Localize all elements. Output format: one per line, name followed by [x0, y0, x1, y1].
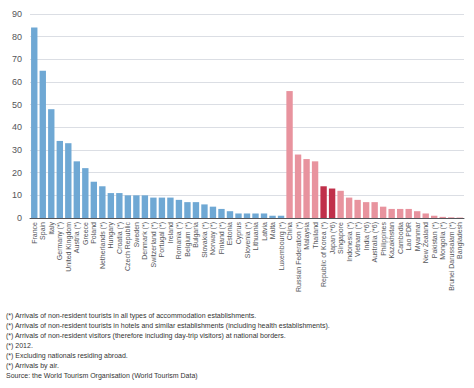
svg-text:Russian Federation (*): Russian Federation (*) — [295, 222, 303, 292]
svg-text:Hungary: Hungary — [107, 222, 115, 249]
svg-text:Philippines: Philippines — [380, 222, 388, 256]
svg-text:(*) Excluding nationals residi: (*) Excluding nationals residing abroad. — [6, 352, 128, 360]
svg-text:(*) Arrivals by air.: (*) Arrivals by air. — [6, 362, 59, 370]
svg-text:40: 40 — [12, 122, 22, 132]
svg-text:Cyprus: Cyprus — [235, 222, 243, 245]
svg-text:80: 80 — [12, 32, 22, 42]
svg-text:Malta: Malta — [269, 222, 276, 239]
svg-text:Malaysia: Malaysia — [303, 222, 311, 250]
svg-text:Latvia: Latvia — [261, 222, 268, 241]
svg-text:0: 0 — [17, 213, 22, 223]
svg-text:70: 70 — [12, 54, 22, 64]
svg-text:Switzerland (*): Switzerland (*) — [150, 222, 158, 268]
svg-text:Brunei Darussalam (*): Brunei Darussalam (*) — [448, 222, 456, 291]
svg-text:90: 90 — [12, 9, 22, 19]
svg-text:50: 50 — [12, 100, 22, 110]
svg-text:Austria (*): Austria (*) — [73, 222, 81, 253]
svg-text:New Zealand: New Zealand — [422, 222, 429, 263]
svg-text:Indonesia (*): Indonesia (*) — [346, 222, 354, 262]
svg-text:Source: the World Tourism Orga: Source: the World Tourism Organisation (… — [6, 372, 198, 380]
svg-text:Slovenia (*): Slovenia (*) — [244, 222, 252, 258]
svg-text:Netherlands (*): Netherlands (*) — [99, 222, 107, 269]
svg-text:Vietnam (*): Vietnam (*) — [354, 222, 362, 257]
svg-text:United Kingdom: United Kingdom — [65, 222, 73, 272]
svg-text:(*) Arrivals of non-resident v: (*) Arrivals of non-resident visitors (t… — [6, 332, 286, 340]
svg-text:Portugal (*): Portugal (*) — [158, 222, 166, 257]
svg-text:60: 60 — [12, 77, 22, 87]
svg-text:Estonia: Estonia — [226, 222, 233, 245]
svg-text:Mongolia (*): Mongolia (*) — [439, 222, 447, 260]
svg-text:Japan (*6): Japan (*6) — [329, 222, 337, 254]
svg-text:30: 30 — [12, 145, 22, 155]
svg-text:(*) Arrivals of non-resident t: (*) Arrivals of non-resident tourists in… — [6, 322, 330, 330]
svg-text:Republic of Korea (*): Republic of Korea (*) — [320, 222, 328, 287]
svg-text:10: 10 — [12, 190, 22, 200]
svg-text:Bangladesh: Bangladesh — [456, 222, 464, 259]
svg-text:Romania (*): Romania (*) — [175, 222, 183, 259]
svg-text:Slovakia (*): Slovakia (*) — [201, 222, 209, 258]
svg-text:Lao PDR: Lao PDR — [405, 222, 412, 250]
svg-text:Thailand: Thailand — [312, 222, 319, 249]
svg-text:Denmark (*): Denmark (*) — [141, 222, 149, 260]
svg-text:Greece: Greece — [82, 222, 89, 245]
svg-text:China: China — [286, 222, 293, 240]
svg-text:Luxembourg (*): Luxembourg (*) — [278, 222, 286, 270]
svg-text:Italy: Italy — [48, 222, 56, 235]
svg-text:Czech Republic: Czech Republic — [124, 222, 132, 272]
svg-text:Kazakhstan: Kazakhstan — [388, 222, 395, 259]
svg-text:Spain: Spain — [39, 222, 47, 240]
svg-text:Cambodia: Cambodia — [397, 222, 404, 254]
svg-text:Pakistan (*): Pakistan (*) — [431, 222, 439, 258]
svg-text:Bulgaria: Bulgaria — [192, 222, 200, 248]
svg-text:Ireland: Ireland — [167, 222, 174, 244]
svg-text:Myanmar: Myanmar — [414, 221, 422, 251]
svg-text:India (*6): India (*6) — [363, 222, 371, 250]
svg-text:Finland (*): Finland (*) — [218, 222, 226, 254]
svg-text:Belgium (*): Belgium (*) — [184, 222, 192, 257]
svg-text:Germany (*): Germany (*) — [56, 222, 64, 260]
svg-text:(*) Arrivals of non-resident t: (*) Arrivals of non-resident tourists in… — [6, 312, 256, 320]
svg-text:Singapore: Singapore — [337, 222, 345, 254]
svg-text:Lithuania: Lithuania — [252, 222, 259, 251]
svg-text:Poland: Poland — [90, 222, 97, 244]
svg-text:20: 20 — [12, 168, 22, 178]
svg-text:Norway (*): Norway (*) — [209, 222, 217, 255]
svg-text:(*) 2012.: (*) 2012. — [6, 342, 33, 350]
svg-text:France: France — [31, 222, 38, 244]
svg-text:Australia (*6): Australia (*6) — [371, 222, 379, 262]
svg-text:Sweden: Sweden — [133, 222, 140, 247]
svg-text:Croatia (*): Croatia (*) — [116, 222, 124, 254]
